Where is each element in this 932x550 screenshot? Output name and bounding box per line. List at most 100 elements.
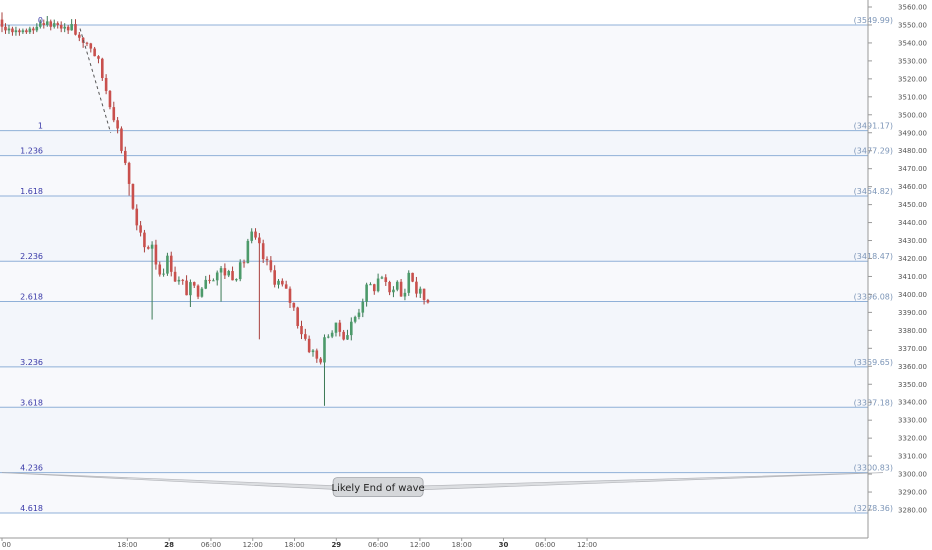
candle-body	[11, 28, 14, 33]
candle-body	[93, 48, 96, 57]
candle-body	[311, 350, 315, 353]
candle-body	[380, 277, 384, 279]
candle-body	[395, 281, 399, 290]
candle-body	[192, 282, 196, 286]
y-tick-label: 3340.00	[898, 399, 927, 407]
candle-body	[146, 247, 150, 249]
y-tick-label: 3500.00	[898, 111, 927, 119]
candle-body	[353, 316, 357, 322]
candle-body	[292, 302, 296, 308]
candle-body	[231, 271, 234, 281]
fib-price-tag: (3337.18)	[854, 398, 893, 407]
candle-body	[25, 30, 28, 33]
candle-body	[254, 231, 257, 238]
candle-body	[120, 128, 123, 151]
candle-body	[273, 270, 276, 285]
fib-ratio-label: 2.236	[20, 252, 43, 261]
candle-body	[342, 331, 345, 340]
x-tick-label: 12:00	[577, 541, 597, 549]
candle-body	[284, 284, 288, 289]
candle-body	[42, 23, 46, 25]
y-tick-label: 3530.00	[898, 57, 927, 65]
candle-body	[143, 232, 146, 248]
candle-body	[277, 280, 280, 285]
x-axis: 00 18:00 28 06:00 12:00 18:00 29 06:00 12:00 18:0…	[0, 537, 868, 549]
x-tick-label: 29	[331, 541, 341, 549]
candle-body	[74, 24, 77, 35]
candle-body	[28, 28, 32, 33]
candle-body	[288, 288, 292, 303]
fib-ratio-label: 1	[38, 122, 43, 131]
x-tick-label: 00	[2, 541, 11, 549]
candle-body	[116, 120, 119, 129]
candle-body	[85, 42, 89, 44]
candle-body	[422, 288, 426, 300]
candle-body	[139, 225, 142, 233]
candle-body	[56, 23, 60, 25]
candle-body	[261, 243, 265, 260]
candle-body	[89, 43, 93, 49]
candle-body	[246, 240, 250, 264]
candle-body	[208, 279, 211, 281]
fib-ratio-label: 1.236	[20, 147, 43, 156]
x-tick-label: 06:00	[535, 541, 555, 549]
x-tick-label: 06:00	[201, 541, 221, 549]
candle-body	[418, 288, 422, 294]
candle-body	[63, 26, 66, 29]
candle-body	[169, 255, 173, 272]
x-tick-label: 18:00	[284, 541, 304, 549]
fib-bands	[0, 24, 868, 513]
fib-price-tag: (3300.83)	[854, 464, 893, 473]
candle-body	[127, 162, 131, 184]
fib-price-tag: (3418.47)	[854, 252, 893, 261]
candle-body	[97, 56, 100, 59]
candle-body	[334, 322, 338, 333]
candle-body	[265, 259, 269, 261]
candle-body	[7, 28, 11, 31]
fib-price-tag: (3477.29)	[854, 147, 893, 156]
candle-body	[407, 272, 411, 293]
y-tick-label: 3410.00	[898, 273, 927, 281]
candle-body	[403, 292, 407, 297]
candle-body	[215, 272, 219, 281]
fib-band	[0, 155, 868, 196]
y-axis: 3280.00 3290.00 3300.00 3310.00 3320.00 3330.…	[867, 0, 927, 538]
fib-ratio-label: 2.618	[20, 292, 43, 301]
y-tick-label: 3470.00	[898, 165, 927, 173]
candle-body	[181, 279, 185, 281]
candle-body	[392, 289, 395, 293]
candle-body	[242, 262, 246, 264]
x-tick-label: 18:00	[452, 541, 472, 549]
fib-price-tag: (3549.99)	[854, 16, 893, 25]
candle-body	[59, 24, 63, 29]
candle-body	[315, 350, 319, 359]
candle-body	[357, 312, 361, 317]
callout-box	[332, 477, 424, 498]
candle-body	[219, 268, 223, 273]
candle-body	[411, 272, 414, 282]
candle-body	[223, 268, 227, 276]
candle-body	[338, 322, 342, 332]
candle-body	[330, 332, 334, 337]
candle-body	[18, 30, 21, 33]
candle-body	[35, 26, 39, 31]
candle-body	[32, 28, 35, 31]
candle-body	[14, 30, 18, 33]
candle-body	[399, 281, 403, 297]
candle-body	[39, 23, 42, 27]
fib-band	[0, 366, 868, 408]
candle-body	[296, 307, 299, 326]
candle-body	[388, 281, 391, 293]
candle-body	[346, 335, 349, 340]
fib-price-tag: (3454.82)	[854, 187, 893, 196]
candle-body	[372, 284, 376, 292]
y-tick-label: 3420.00	[898, 255, 927, 263]
fib-ratio-label: 4.618	[20, 504, 43, 513]
x-tick-label: 28	[164, 541, 174, 549]
candle-body	[426, 299, 430, 303]
fib-band	[0, 261, 868, 302]
candle-body	[319, 358, 322, 363]
candle-body	[70, 24, 73, 31]
candle-body	[177, 279, 181, 282]
candle-body	[104, 77, 108, 91]
